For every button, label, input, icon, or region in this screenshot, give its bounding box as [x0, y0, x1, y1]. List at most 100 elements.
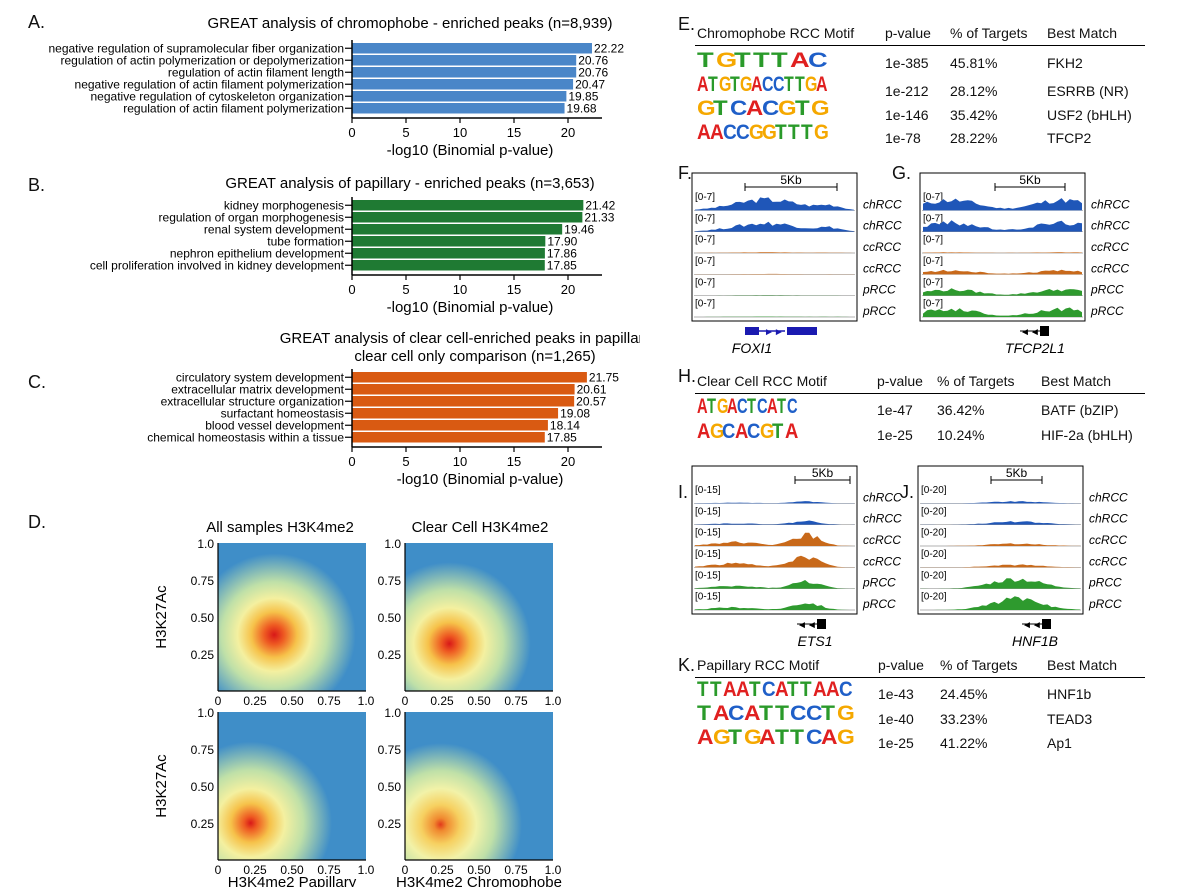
- table-header-rule: [695, 393, 1145, 394]
- ytick: 0.25: [378, 648, 402, 662]
- pvalue: 1e-47: [877, 402, 913, 418]
- track-range: [0-7]: [695, 277, 715, 288]
- track-range: [0-7]: [923, 235, 943, 246]
- data-label: 21.42: [585, 199, 615, 213]
- signal-track-chRCC: [695, 197, 854, 211]
- chart-title: GREAT analysis of chromophobe - enriched…: [207, 15, 612, 32]
- category-label: kidney morphogenesis: [224, 199, 344, 213]
- xtick: 0.50: [280, 863, 304, 877]
- track-label: ccRCC: [1091, 240, 1129, 254]
- ytick: 0.25: [191, 648, 215, 662]
- xtick: 0.75: [317, 863, 341, 877]
- table-header-targets: % of Targets: [950, 25, 1028, 41]
- scale-bar-label: 5Kb: [1006, 466, 1028, 480]
- data-label: 20.76: [578, 66, 608, 80]
- best-match: TEAD3: [1047, 711, 1093, 727]
- percent-targets: 41.22%: [940, 735, 988, 751]
- track-label: chRCC: [1091, 219, 1130, 233]
- x-tick-label: 0: [348, 454, 355, 469]
- track-label: pRCC: [1090, 283, 1124, 297]
- x-tick-label: 20: [561, 125, 575, 140]
- pvalue: 1e-40: [878, 711, 914, 727]
- track-range: [0-7]: [695, 192, 715, 203]
- track-range: [0-7]: [923, 299, 943, 310]
- density-plot-3: [218, 712, 366, 860]
- signal-track-ccRCC: [695, 555, 854, 568]
- signal-track-pRCC: [695, 580, 854, 589]
- percent-targets: 45.81%: [950, 55, 998, 71]
- category-label: negative regulation of cytoskeleton orga…: [91, 90, 345, 104]
- best-match: FKH2: [1047, 55, 1083, 71]
- track-range: [0-15]: [695, 485, 721, 496]
- category-label: cell proliferation involved in kidney de…: [90, 259, 345, 273]
- signal-track-ccRCC: [695, 252, 854, 253]
- track-label: chRCC: [1089, 512, 1128, 526]
- xtick: 1.0: [545, 863, 562, 877]
- papillary-motif-table: Papillary RCC Motif p-value % of Targets…: [695, 657, 1145, 757]
- bar: [352, 79, 574, 90]
- x-tick-label: 15: [507, 125, 521, 140]
- browser-frame: [917, 465, 1084, 615]
- category-label: tube formation: [267, 235, 344, 249]
- percent-targets: 10.24%: [937, 427, 985, 443]
- exon: [1040, 326, 1049, 336]
- xtick: 0: [215, 863, 222, 877]
- track-label: chRCC: [1089, 490, 1128, 504]
- track-label: pRCC: [1090, 304, 1124, 318]
- track-label: ccRCC: [863, 261, 901, 275]
- track-label: ccRCC: [1089, 554, 1127, 568]
- track-range: [0-20]: [921, 528, 947, 539]
- panel-a-label: A.: [28, 12, 46, 32]
- signal-track-ccRCC: [695, 532, 854, 546]
- track-label: pRCC: [862, 597, 896, 611]
- panel-g-label: G.: [892, 163, 912, 183]
- pvalue: 1e-385: [885, 55, 929, 71]
- track-range: [0-20]: [921, 485, 947, 496]
- percent-targets: 28.12%: [950, 83, 998, 99]
- track-label: pRCC: [862, 283, 896, 297]
- density-ylabel-top: H3K27Ac: [153, 585, 170, 649]
- best-match: BATF (bZIP): [1041, 402, 1119, 418]
- data-label: 17.90: [547, 235, 577, 249]
- bar: [352, 432, 545, 443]
- signal-track-ccRCC: [921, 564, 1080, 568]
- gene-name: HNF1B: [1012, 633, 1058, 649]
- data-label: 19.68: [567, 102, 597, 116]
- ytick: 0.50: [191, 780, 215, 794]
- ytick: 0.50: [191, 611, 215, 625]
- table-header-motif: Papillary RCC Motif: [697, 657, 820, 673]
- gene-name: TFCP2L1: [1005, 340, 1065, 356]
- table-header-pvalue: p-value: [877, 373, 923, 389]
- category-label: surfactant homeostasis: [221, 407, 344, 421]
- panel-h-label: H.: [678, 366, 696, 386]
- category-label: renal system development: [204, 223, 345, 237]
- ytick: 0.75: [191, 574, 215, 588]
- signal-track-pRCC: [921, 596, 1080, 610]
- track-label: pRCC: [862, 304, 896, 318]
- track-range: [0-7]: [923, 277, 943, 288]
- category-label: extracellular structure organization: [161, 395, 344, 409]
- xtick: 1.0: [545, 694, 562, 708]
- x-tick-label: 10: [453, 125, 467, 140]
- xtick: 1.0: [358, 694, 375, 708]
- ytick: 0.25: [191, 817, 215, 831]
- bar: [352, 224, 563, 235]
- bar: [352, 91, 567, 102]
- chart-title: GREAT analysis of papillary - enriched p…: [225, 175, 594, 192]
- panel-b-bar-chart: GREAT analysis of papillary - enriched p…: [90, 175, 616, 316]
- pvalue: 1e-146: [885, 107, 929, 123]
- table-header-pvalue: p-value: [878, 657, 924, 673]
- chart-title-line1: GREAT analysis of clear cell-enriched pe…: [280, 330, 640, 347]
- exon: [1042, 619, 1051, 629]
- strand-arrows: ◄◄: [1020, 327, 1040, 338]
- ytick: 0.75: [378, 574, 402, 588]
- table-header-targets: % of Targets: [937, 373, 1015, 389]
- signal-track-chRCC: [923, 220, 1082, 232]
- bar: [352, 212, 583, 223]
- data-label: 20.47: [575, 78, 605, 92]
- strand-arrows: ◄◄: [797, 620, 817, 631]
- data-label: 17.85: [547, 431, 577, 445]
- x-tick-label: 20: [561, 282, 575, 297]
- data-label: 20.61: [577, 383, 607, 397]
